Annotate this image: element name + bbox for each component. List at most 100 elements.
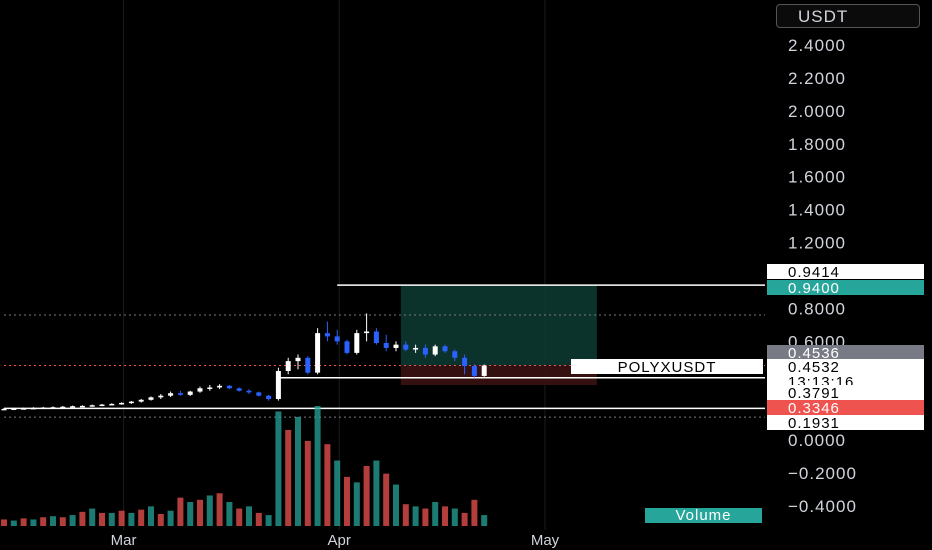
candle-body: [30, 407, 36, 410]
candle-body: [393, 344, 399, 348]
volume-bar: [363, 466, 370, 526]
volume-bar: [275, 411, 282, 526]
stop-zone: [400, 365, 597, 386]
volume-bar: [59, 517, 66, 526]
price-tag: [767, 385, 924, 400]
candle-body: [158, 395, 164, 398]
position-zones: [400, 285, 597, 386]
candle-body: [60, 406, 66, 409]
volume-bar: [99, 512, 105, 526]
candle-body: [334, 336, 340, 342]
candle-body: [70, 406, 76, 408]
last-price-tag: [767, 359, 924, 390]
volume-bar: [187, 502, 194, 526]
volume-bar: [30, 519, 37, 526]
volume-bar: [79, 511, 86, 526]
price-tick-label: 1.4000: [788, 201, 846, 220]
volume-bar: [481, 515, 488, 526]
candle-body: [89, 405, 95, 407]
candle-body: [324, 333, 330, 337]
price-tag: [767, 280, 924, 295]
candle-body: [138, 399, 144, 402]
currency-button[interactable]: USDT: [776, 4, 920, 28]
volume-bar: [216, 493, 223, 526]
candle-body: [295, 357, 301, 362]
candle-body: [413, 347, 419, 350]
time-axis[interactable]: Mar Apr May: [111, 532, 560, 549]
grid-lines: [123, 0, 546, 530]
volume-bar: [167, 510, 174, 526]
candle-body: [305, 357, 311, 373]
price-tick-label: −0.2000: [788, 464, 857, 483]
horizontal-lines: [4, 284, 765, 418]
volume-bar: [128, 512, 135, 526]
candle-body: [1, 408, 7, 411]
price-tag: [767, 345, 924, 360]
price-tag: [767, 400, 924, 415]
volume-bar: [118, 510, 125, 526]
symbol-name: POLYXUSDT: [618, 359, 717, 376]
candle-body: [373, 331, 379, 344]
candle-body: [99, 404, 105, 407]
volume-bar: [353, 482, 360, 526]
candle-body: [354, 333, 360, 353]
candle-body: [177, 393, 183, 395]
price-tick-label: 2.0000: [788, 102, 846, 121]
price-tick-label: 1.2000: [788, 234, 846, 253]
volume-label[interactable]: Volume: [645, 508, 762, 523]
price-axis[interactable]: 2.4000 2.2000 2.0000 1.8000 1.6000 1.4000 1.20…: [788, 36, 857, 516]
volume-bar: [412, 506, 419, 526]
candle-body: [471, 366, 477, 376]
price-tick-label: −0.4000: [788, 497, 857, 516]
volume-bar: [265, 515, 272, 526]
price-tag-value: 0.4536: [788, 345, 840, 362]
volume-bar: [432, 502, 439, 526]
volume-bar: [471, 499, 478, 526]
candle-body: [364, 331, 370, 334]
candle-body: [266, 395, 272, 399]
candle-body: [383, 343, 389, 348]
volume-bar: [334, 460, 341, 526]
time-tick-label: May: [531, 532, 560, 549]
volume-bar: [50, 516, 56, 526]
volume-bar: [442, 506, 448, 526]
volume-bar: [461, 512, 468, 526]
volume-bar: [402, 504, 409, 526]
volume-bar: [89, 508, 96, 526]
volume-bar: [451, 508, 458, 526]
price-tag-value: 0.3791: [788, 385, 840, 402]
volume-bar: [108, 512, 115, 526]
candle-body: [207, 387, 213, 389]
candle-body: [148, 397, 154, 400]
candle-body: [119, 402, 125, 405]
candle-body: [79, 405, 85, 408]
candle-body: [50, 407, 56, 409]
price-tag: [767, 264, 924, 279]
volume-bar: [344, 476, 350, 526]
volume-bar: [236, 508, 243, 526]
volume-bar: [157, 514, 164, 526]
volume-bar: [373, 460, 380, 526]
volume-bar: [393, 484, 399, 526]
candle-body: [168, 393, 174, 396]
symbol-tag: POLYXUSDT: [571, 359, 763, 376]
candle-body: [226, 385, 232, 389]
volume-bar: [138, 509, 145, 526]
candle-body: [462, 357, 468, 367]
price-tick-label: 0.0000: [788, 431, 846, 450]
candle-body: [236, 388, 242, 391]
volume-bar: [177, 497, 184, 526]
volume-bar: [324, 444, 331, 526]
candle-body: [344, 341, 350, 353]
volume-bar: [285, 430, 292, 526]
volume-bar: [314, 406, 321, 526]
candle-body: [285, 361, 291, 371]
candle-body: [197, 388, 203, 392]
volume-bar: [255, 512, 262, 526]
price-tag: [767, 415, 924, 430]
volume-bar: [148, 506, 154, 526]
price-tag-value: 0.9414: [788, 264, 840, 281]
volume-bar: [1, 519, 7, 526]
candle-body: [256, 392, 262, 396]
